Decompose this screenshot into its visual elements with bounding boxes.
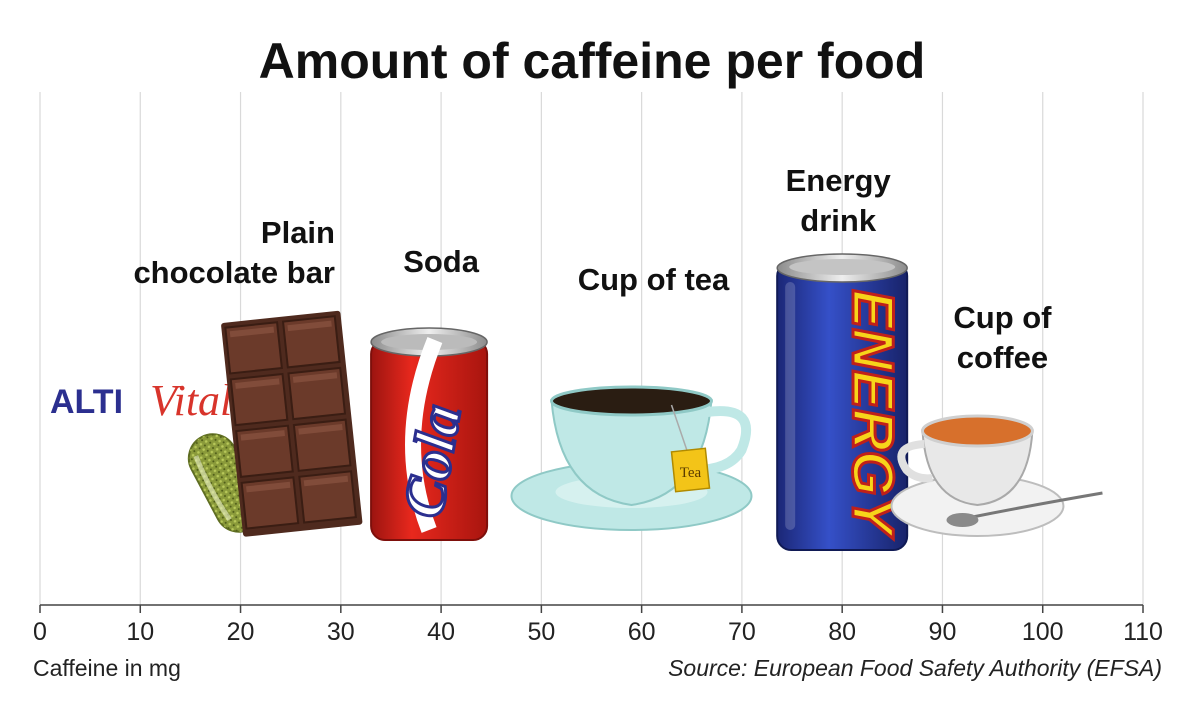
- logo-vital: Vital: [150, 376, 232, 425]
- x-tick-label: 60: [628, 618, 656, 646]
- x-tick-label: 70: [728, 618, 756, 646]
- x-tick-label: 20: [227, 618, 255, 646]
- point-label-line: Cup of: [953, 300, 1052, 335]
- cola-can-icon: Cola: [370, 327, 489, 541]
- x-tick-labels: 0 10 20 30 40 50 60 70 80 90 100 110: [33, 618, 1163, 646]
- data-points: Plain chocolate bar Cola Soda Tea Cup of tea E…: [133, 163, 1103, 551]
- point-label-line: Cup of tea: [578, 262, 730, 297]
- energy-drink-can-icon: ENERGY: [776, 253, 909, 551]
- x-axis: [39, 604, 1144, 613]
- x-tick-label: 80: [828, 618, 856, 646]
- x-tick-label: 100: [1022, 618, 1064, 646]
- source-note: Source: European Food Safety Authority (…: [668, 655, 1162, 681]
- x-tick-label: 30: [327, 618, 355, 646]
- x-tick-label: 110: [1123, 618, 1163, 646]
- point-label: Soda: [403, 244, 480, 279]
- chart-title: Amount of caffeine per food: [259, 33, 926, 89]
- x-tick-label: 0: [33, 618, 47, 646]
- point-label: Energy drink: [786, 163, 892, 238]
- altivital-logo: ALTI Vital: [50, 376, 265, 533]
- point-label-line: coffee: [957, 340, 1048, 375]
- point-label: Cup of tea: [578, 262, 730, 297]
- point-label-line: drink: [800, 203, 877, 238]
- point-label-line: chocolate bar: [133, 255, 335, 290]
- tea-tag-text: Tea: [680, 465, 702, 481]
- point-label: Plain chocolate bar: [133, 215, 335, 290]
- x-axis-label: Caffeine in mg: [33, 655, 181, 681]
- x-tick-label: 50: [527, 618, 555, 646]
- x-tick-label: 90: [929, 618, 957, 646]
- point-label-line: Soda: [403, 244, 480, 279]
- point-label-line: Energy: [786, 163, 892, 198]
- point-label: Cup of coffee: [953, 300, 1052, 375]
- chocolate-bar-icon: [221, 310, 363, 537]
- x-tick-label: 40: [427, 618, 455, 646]
- logo-alti: ALTI: [50, 383, 123, 421]
- tea-cup-icon: Tea: [510, 385, 753, 531]
- x-tick-label: 10: [126, 618, 154, 646]
- coffee-cup-icon: [890, 414, 1103, 537]
- point-label-line: Plain: [261, 215, 335, 250]
